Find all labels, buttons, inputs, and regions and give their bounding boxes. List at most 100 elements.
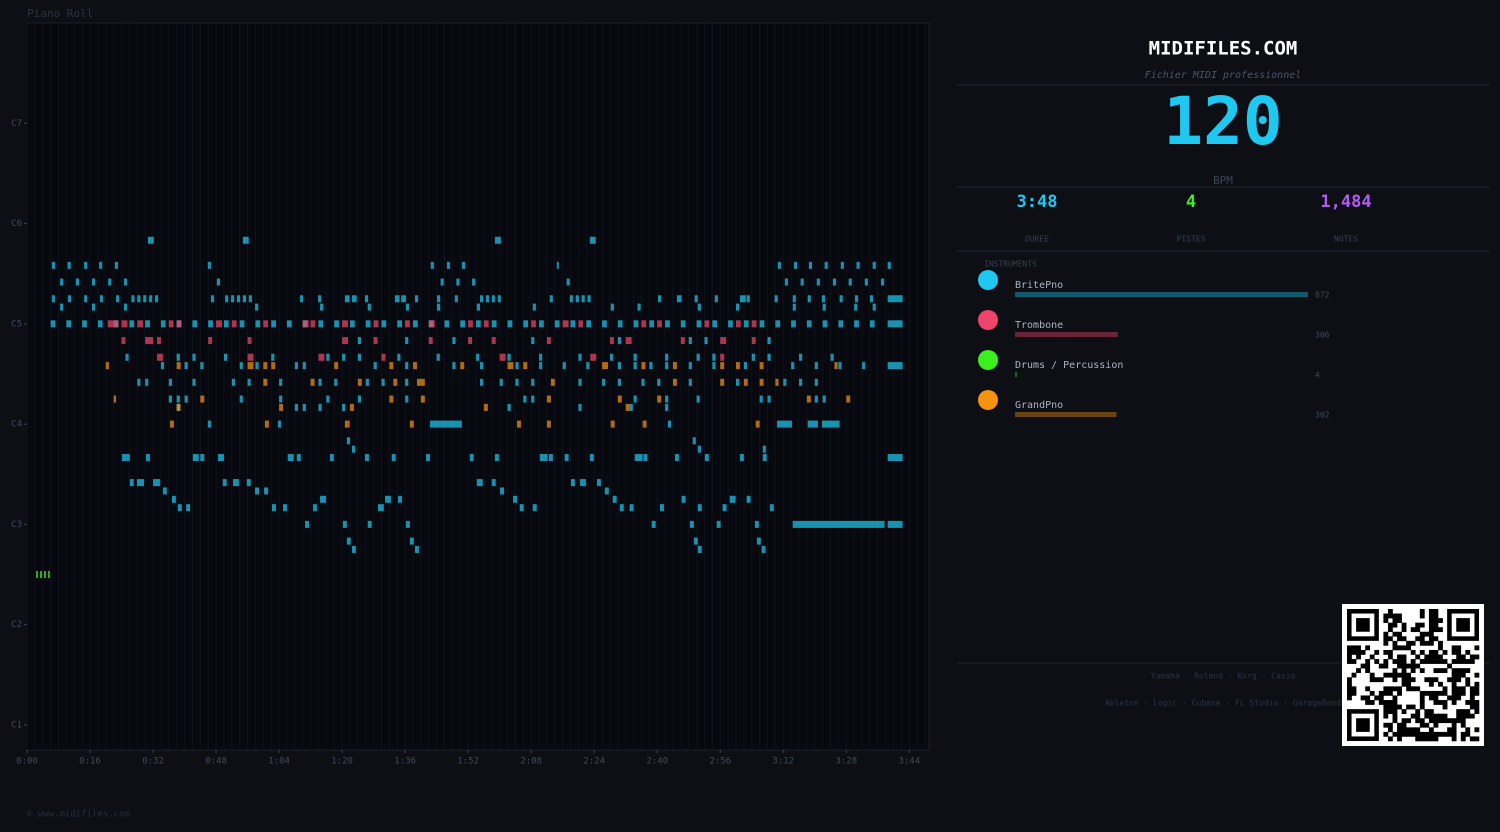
note <box>714 295 718 303</box>
qr-module <box>1351 649 1357 655</box>
note <box>807 295 811 303</box>
note <box>578 403 582 411</box>
note <box>485 295 490 303</box>
qr-module <box>1424 736 1430 742</box>
qr-module <box>1419 695 1425 701</box>
note <box>186 504 191 512</box>
note <box>531 337 535 345</box>
note <box>491 337 496 345</box>
qr-module <box>1460 722 1466 728</box>
qr-module <box>1428 695 1434 701</box>
note <box>160 362 165 370</box>
qr-module <box>1428 709 1434 714</box>
qr-finder <box>1356 718 1370 732</box>
note <box>428 337 433 345</box>
note <box>864 278 868 286</box>
qr-module <box>1397 618 1402 623</box>
note <box>373 337 378 345</box>
qr-module <box>1397 613 1402 619</box>
qr-module <box>1397 636 1402 642</box>
qr-module <box>1387 622 1393 628</box>
note <box>633 362 637 370</box>
note <box>231 320 237 328</box>
qr-module <box>1419 668 1425 674</box>
qr-module <box>1474 690 1480 696</box>
note <box>373 362 377 370</box>
y-tick-label: C3 <box>11 520 22 530</box>
qr-module <box>1469 659 1475 664</box>
note <box>546 337 551 345</box>
qr-module <box>1424 659 1430 664</box>
note <box>637 303 641 311</box>
note <box>759 395 763 403</box>
note <box>255 487 259 495</box>
note <box>792 303 796 311</box>
note <box>222 479 227 487</box>
note <box>516 420 521 428</box>
qr-module <box>1438 668 1443 674</box>
note <box>60 303 64 311</box>
note <box>99 295 104 303</box>
note <box>99 261 103 269</box>
qr-module <box>1383 613 1389 619</box>
qr-module <box>1374 677 1380 683</box>
note <box>499 353 506 361</box>
stat-label: PISTES <box>1177 235 1206 244</box>
instrument-count: 4 <box>1315 371 1320 380</box>
note <box>641 378 645 386</box>
note <box>176 353 180 361</box>
qr-module <box>1392 622 1398 628</box>
note <box>667 420 672 428</box>
qr-module <box>1465 731 1471 737</box>
note <box>777 261 781 269</box>
note <box>735 362 740 370</box>
note <box>499 378 503 386</box>
note <box>468 337 473 345</box>
qr-module <box>1351 690 1357 696</box>
qr-module <box>1378 677 1384 683</box>
note <box>67 261 71 269</box>
note <box>405 337 409 345</box>
instrument-name: BritePno <box>1015 280 1063 291</box>
note <box>728 320 733 328</box>
qr-module <box>1356 654 1361 660</box>
qr-module <box>1401 718 1407 724</box>
qr-module <box>1451 727 1457 733</box>
note <box>767 337 771 345</box>
note <box>113 395 117 403</box>
note <box>629 504 634 512</box>
note <box>357 395 362 403</box>
note <box>51 261 55 269</box>
qr-module <box>1433 731 1439 737</box>
qr-module <box>1387 700 1393 705</box>
note <box>401 295 406 303</box>
qr-module <box>1433 695 1439 701</box>
note <box>409 537 414 545</box>
note <box>546 420 551 428</box>
qr-module <box>1433 722 1439 728</box>
qr-module <box>1415 686 1421 692</box>
note <box>468 320 473 328</box>
qr-module <box>1456 654 1462 660</box>
note <box>531 320 536 328</box>
note <box>617 362 621 370</box>
qr-module <box>1378 695 1384 701</box>
qr-module <box>1474 681 1480 687</box>
note <box>808 261 813 269</box>
qr-module <box>1474 704 1480 710</box>
note <box>507 320 513 328</box>
roll-title: Piano Roll <box>27 7 93 20</box>
note <box>476 353 480 361</box>
note <box>830 353 834 361</box>
note <box>507 403 511 411</box>
qr-module <box>1465 700 1471 705</box>
plot-area <box>26 22 930 751</box>
qr-module <box>1392 645 1398 651</box>
note <box>389 362 394 370</box>
note <box>393 378 398 386</box>
qr-module <box>1392 668 1398 674</box>
qr-module <box>1369 677 1375 683</box>
qr-module <box>1451 736 1457 742</box>
note <box>279 395 283 403</box>
note <box>483 320 489 328</box>
